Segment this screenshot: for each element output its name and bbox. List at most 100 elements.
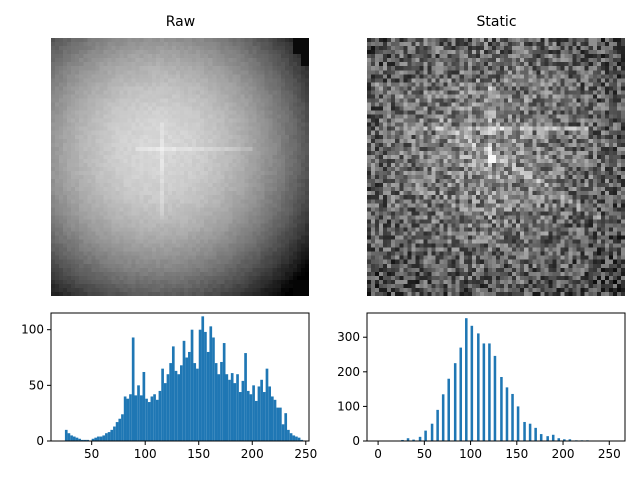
histogram-2-bar-45 (188, 351, 191, 441)
histogram-3-bar-30 (568, 439, 572, 441)
histogram-3-bar-26 (546, 436, 549, 441)
histogram-3-bar-4 (418, 436, 422, 441)
histogram-3-frame (366, 312, 626, 442)
histogram-2-bar-80 (281, 424, 285, 441)
histogram-2-xtick-label-3: 200 (241, 447, 264, 461)
histogram-3-bar-23 (528, 423, 532, 441)
histogram-2-bar-26 (137, 385, 140, 441)
histogram-3-bar-10 (453, 363, 457, 441)
histogram-2-bar-3 (72, 436, 76, 441)
histogram-2-bar-85 (295, 436, 298, 441)
histogram-2-bar-31 (150, 396, 154, 441)
histogram-2-xtick-label-0: 50 (84, 447, 99, 461)
histogram-2-bar-30 (147, 402, 151, 441)
histogram-3-xtick-label-5: 250 (598, 447, 621, 461)
histogram-2-bar-40 (174, 370, 178, 441)
histogram-2-bar-73 (262, 392, 266, 441)
histogram-2-bar-6 (80, 439, 84, 441)
histogram-2-bar-75 (268, 386, 271, 441)
histogram-2-bar-77 (273, 399, 277, 441)
histogram-2-bar-51 (204, 331, 207, 441)
histogram-2-bar-29 (145, 398, 148, 441)
histogram-2-bar-58 (222, 343, 226, 441)
histogram-3-ytick-label-3: 300 (337, 330, 360, 344)
histogram-3-bar-24 (534, 427, 537, 441)
histogram-2-bar-48 (196, 368, 199, 441)
histogram-2-bar-36 (163, 383, 167, 441)
histogram-2-xtick-label-1: 100 (134, 447, 157, 461)
histogram-2-bar-27 (139, 395, 143, 441)
histogram-2-bar-16 (110, 429, 114, 441)
histogram-3-ytick-label-0: 0 (352, 434, 360, 448)
histogram-2-bar-82 (287, 429, 290, 441)
histogram-2-bar-2 (70, 435, 73, 441)
histogram-2-bar-44 (185, 357, 189, 441)
histogram-2-bar-63 (236, 374, 239, 441)
raw-title: Raw (165, 14, 196, 30)
histogram-2-bar-84 (292, 435, 296, 441)
histogram-3-bar-21 (516, 406, 520, 441)
histogram-2-bar-61 (230, 373, 234, 441)
histogram-2-bar-0 (64, 429, 68, 441)
histogram-2-bar-74 (265, 368, 269, 441)
histogram-2-bar-25 (134, 395, 138, 441)
static-image (367, 38, 625, 296)
histogram-3-bar-16 (488, 343, 491, 441)
histogram-2-bar-49 (198, 329, 202, 441)
histogram-2-bar-5 (78, 438, 81, 441)
histogram-2-bar-62 (233, 383, 237, 441)
histogram-2-bar-35 (161, 368, 164, 441)
histogram-2-bar-7 (83, 439, 87, 441)
histogram-2-bar-43 (182, 340, 186, 441)
histogram-3-xtick-label-4: 200 (552, 447, 575, 461)
histogram-2-bar-19 (118, 418, 122, 441)
histogram-2-bar-32 (153, 394, 156, 441)
static-title: Static (476, 14, 517, 30)
histogram-2-bar-18 (115, 422, 119, 441)
histogram-2-bar-1 (67, 433, 71, 441)
histogram-2-bar-23 (129, 394, 132, 441)
histogram-2-bar-67 (246, 390, 250, 441)
histogram-2-bar-46 (190, 329, 194, 441)
histogram-3-bar-28 (557, 438, 561, 441)
histogram-3-bar-22 (523, 421, 526, 441)
histogram-2-bar-39 (171, 346, 175, 441)
histogram-2-xtick-label-2: 150 (187, 447, 210, 461)
histogram-2-xtick-label-4: 250 (294, 447, 317, 461)
histogram-2-bar-47 (193, 363, 197, 441)
histogram-2-bar-55 (214, 363, 218, 441)
histogram-2-bar-66 (244, 353, 247, 441)
histogram-3-bar-15 (482, 343, 486, 441)
histogram-2-bar-21 (123, 396, 127, 441)
histogram-3-bar-5 (424, 430, 427, 441)
histogram-2-bar-41 (177, 374, 180, 441)
histogram-3-bar-1 (401, 439, 404, 441)
histogram-2-bar-59 (225, 374, 229, 441)
histogram-3-bar-6 (430, 423, 434, 441)
histogram-2-bar-83 (289, 433, 293, 441)
histogram-3-bar-27 (551, 434, 555, 441)
histogram-3-bar-18 (500, 377, 503, 441)
histogram-3-xtick-label-1: 50 (417, 447, 432, 461)
histogram-2-bar-20 (121, 414, 124, 441)
histogram-2-bar-53 (209, 326, 213, 441)
histogram-2-bar-78 (276, 407, 280, 441)
raw-image (51, 38, 309, 296)
histogram-2-bar-79 (279, 407, 282, 441)
histogram-2-bar-72 (260, 379, 263, 441)
histogram-2-bar-65 (241, 380, 245, 441)
histogram-2-ytick-label-0: 0 (36, 434, 44, 448)
histogram-2-bar-69 (252, 385, 255, 441)
histogram-3-bar-29 (563, 439, 566, 441)
histogram-2-bar-52 (206, 351, 210, 441)
histogram-3-bar-14 (477, 333, 480, 441)
histogram-2-bar-38 (169, 363, 172, 441)
histogram-2-ytick-label-2: 100 (21, 323, 44, 337)
histogram-2-bar-33 (155, 399, 159, 441)
histogram-2-bar-13 (102, 435, 106, 441)
histogram-2-bar-81 (284, 413, 288, 441)
histogram-2-bar-56 (217, 374, 221, 441)
histogram-3-ytick-label-2: 200 (337, 365, 360, 379)
histogram-2-ytick-label-1: 50 (29, 378, 44, 392)
